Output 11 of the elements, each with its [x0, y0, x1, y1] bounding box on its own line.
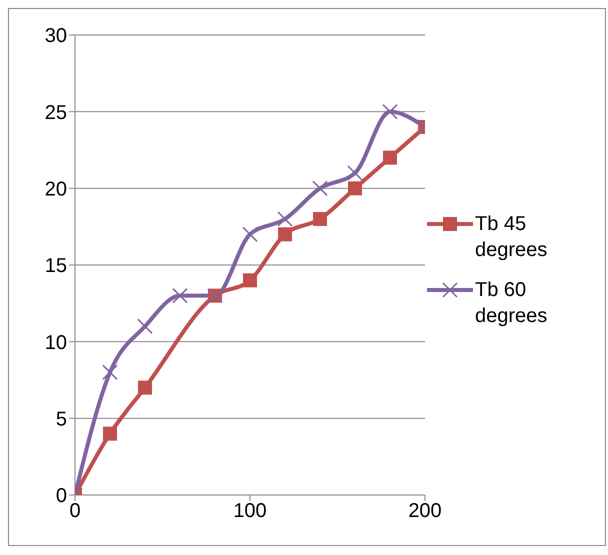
- x-tick-label: 200: [408, 500, 442, 522]
- y-tick-label: 20: [44, 178, 67, 200]
- y-tick-label: 10: [44, 332, 67, 354]
- x-tick-label: 100: [233, 500, 267, 522]
- y-tick-label: 5: [56, 408, 67, 430]
- legend-label: Tb 45 degrees: [475, 212, 548, 263]
- y-tick-label: 30: [44, 25, 67, 48]
- legend-label: Tb 60 degrees: [475, 278, 548, 329]
- y-tick-label: 15: [44, 255, 67, 278]
- y-tick-label: 25: [44, 102, 67, 124]
- y-tick-label: 0: [56, 485, 67, 508]
